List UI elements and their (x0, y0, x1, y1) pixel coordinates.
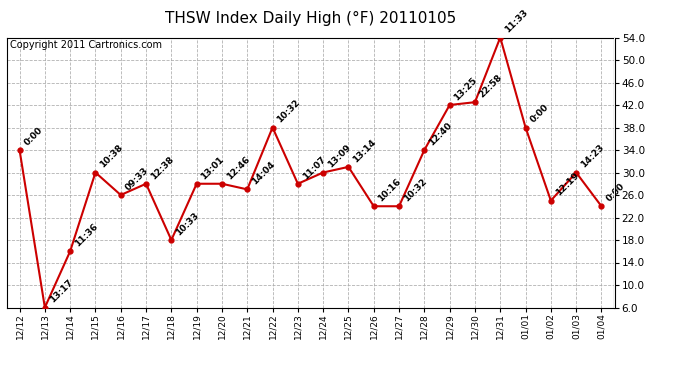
Text: 13:14: 13:14 (351, 137, 378, 164)
Text: 10:32: 10:32 (402, 177, 428, 204)
Text: 12:19: 12:19 (553, 171, 580, 198)
Text: THSW Index Daily High (°F) 20110105: THSW Index Daily High (°F) 20110105 (165, 11, 456, 26)
Text: 11:07: 11:07 (301, 154, 327, 181)
Text: Copyright 2011 Cartronics.com: Copyright 2011 Cartronics.com (10, 40, 162, 50)
Text: 0:00: 0:00 (604, 182, 626, 204)
Text: 14:04: 14:04 (250, 160, 277, 187)
Text: 13:09: 13:09 (326, 143, 353, 170)
Text: 10:38: 10:38 (98, 143, 125, 170)
Text: 0:00: 0:00 (22, 125, 44, 147)
Text: 10:16: 10:16 (377, 177, 403, 204)
Text: 11:36: 11:36 (73, 222, 99, 249)
Text: 09:33: 09:33 (124, 166, 150, 192)
Text: 10:32: 10:32 (275, 98, 302, 125)
Text: 13:17: 13:17 (48, 278, 75, 305)
Text: 0:00: 0:00 (529, 103, 550, 125)
Text: 11:33: 11:33 (503, 8, 530, 35)
Text: 22:58: 22:58 (477, 73, 504, 99)
Text: 12:46: 12:46 (225, 154, 251, 181)
Text: 13:25: 13:25 (453, 76, 479, 102)
Text: 12:40: 12:40 (427, 121, 454, 147)
Text: 13:01: 13:01 (199, 154, 226, 181)
Text: 12:38: 12:38 (149, 154, 175, 181)
Text: 10:33: 10:33 (174, 211, 201, 237)
Text: 14:23: 14:23 (579, 143, 606, 170)
